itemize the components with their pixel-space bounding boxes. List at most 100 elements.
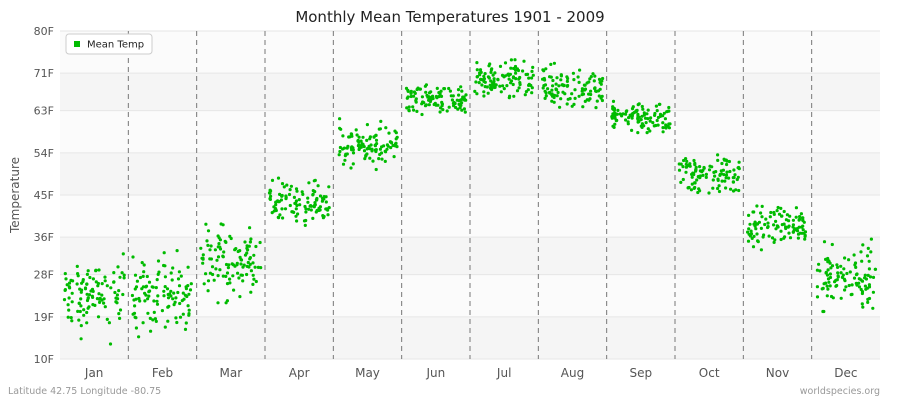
data-point [600, 79, 604, 83]
data-point [212, 278, 216, 282]
data-point [551, 84, 555, 88]
data-point [157, 270, 161, 274]
data-point [222, 250, 226, 254]
data-point [311, 189, 315, 193]
data-point [82, 313, 86, 317]
data-point [300, 190, 304, 194]
data-point [796, 236, 801, 240]
data-point [787, 231, 791, 235]
data-point [415, 87, 419, 92]
data-point [577, 80, 581, 84]
data-point [109, 286, 113, 290]
data-point [183, 293, 187, 297]
data-point [686, 186, 690, 190]
data-point [747, 213, 751, 217]
data-point [282, 185, 286, 189]
data-point [677, 162, 681, 166]
data-point [248, 262, 252, 266]
data-point [843, 288, 847, 292]
data-point [486, 91, 490, 95]
data-point [589, 75, 593, 79]
data-point [711, 186, 715, 190]
data-point [289, 184, 293, 188]
data-point [755, 232, 759, 236]
data-point [573, 88, 577, 92]
data-point [160, 309, 164, 313]
data-point [122, 276, 126, 280]
data-point [77, 318, 81, 322]
data-point [155, 278, 159, 282]
data-point [662, 111, 666, 115]
data-point [845, 271, 849, 276]
data-point [614, 112, 619, 116]
data-point [576, 75, 580, 79]
data-point [154, 319, 158, 323]
data-point [406, 88, 410, 92]
data-point [343, 154, 347, 158]
legend-swatch [74, 41, 80, 47]
data-point [91, 277, 95, 281]
data-point [345, 146, 349, 150]
data-point [698, 165, 702, 169]
data-point [174, 296, 178, 300]
data-point [826, 256, 830, 261]
data-point [63, 288, 67, 292]
data-point [636, 103, 640, 107]
data-point [103, 279, 107, 283]
data-point [309, 208, 313, 212]
x-tick-label: Apr [289, 366, 310, 380]
data-point [221, 254, 225, 258]
data-point [233, 248, 237, 252]
data-point [327, 206, 331, 210]
data-point [787, 219, 791, 223]
data-point [824, 271, 828, 275]
data-point [85, 272, 89, 276]
data-point [135, 279, 139, 283]
data-point [365, 123, 369, 127]
data-point [769, 210, 773, 215]
data-point [117, 289, 121, 293]
data-point [445, 109, 449, 113]
data-point [616, 108, 620, 112]
data-point [724, 173, 729, 177]
data-point [113, 290, 117, 295]
data-point [143, 299, 147, 303]
data-point [102, 301, 106, 305]
data-point [217, 236, 221, 240]
data-point [133, 304, 137, 308]
data-point [187, 292, 191, 296]
data-point [202, 282, 206, 286]
data-point [488, 83, 492, 87]
data-point [351, 162, 355, 166]
data-point [254, 244, 258, 249]
data-point [395, 135, 399, 139]
data-point [219, 222, 223, 226]
data-point [861, 243, 865, 247]
data-point [555, 94, 559, 98]
data-point [720, 172, 724, 176]
data-point [285, 183, 289, 187]
data-point [155, 299, 159, 303]
data-point [559, 78, 563, 82]
data-point [362, 149, 367, 153]
data-point [91, 295, 95, 299]
data-point [763, 222, 767, 227]
data-point [228, 234, 232, 238]
data-point [378, 147, 382, 151]
data-point [866, 273, 870, 277]
data-point [716, 153, 720, 157]
data-point [655, 118, 659, 123]
data-point [85, 282, 89, 286]
data-point [597, 94, 601, 98]
legend: Mean Temp [65, 33, 153, 55]
data-point [315, 208, 319, 213]
data-point [231, 263, 235, 267]
data-point [379, 151, 384, 155]
data-point [782, 222, 786, 226]
data-point [854, 273, 859, 277]
data-point [651, 121, 655, 125]
data-point [251, 273, 255, 277]
x-tick-label: Jan [84, 366, 104, 380]
data-point [347, 135, 351, 139]
data-point [487, 64, 491, 68]
